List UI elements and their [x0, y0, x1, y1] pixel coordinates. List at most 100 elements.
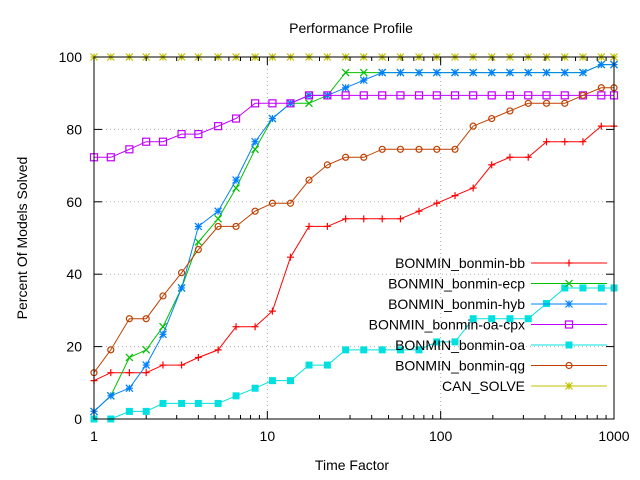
legend-label: BONMIN_bonmin-bb: [395, 255, 525, 271]
data-point: [142, 407, 150, 415]
data-point: [565, 341, 573, 349]
data-point: [342, 153, 350, 161]
data-point: [396, 68, 405, 77]
data-point: [506, 68, 514, 77]
data-point: [579, 68, 587, 77]
data-point: [396, 346, 404, 354]
plot-frame: [93, 56, 615, 420]
data-point: [107, 346, 115, 354]
data-point: [342, 215, 350, 223]
x-axis-label: Time Factor: [315, 457, 389, 473]
data-point: [560, 91, 569, 100]
chart-title: Performance Profile: [289, 20, 413, 36]
data-point: [142, 315, 150, 323]
data-point: [251, 137, 260, 146]
x-tick-label: 1000: [598, 428, 629, 444]
data-point: [159, 361, 167, 369]
data-point: [142, 361, 151, 369]
data-point: [194, 238, 203, 246]
legend-label: BONMIN_bonmin-oa-cpx: [369, 317, 525, 333]
data-point: [194, 222, 203, 231]
series-BONMIN_bonmin-qg: [90, 84, 618, 377]
y-tick-label: 0: [74, 411, 82, 427]
data-point: [178, 399, 186, 407]
data-point: [125, 315, 133, 323]
series-BONMIN_bonmin-oa: [90, 284, 618, 423]
data-point: [450, 91, 460, 100]
data-point: [488, 114, 496, 123]
data-point: [579, 91, 587, 99]
data-point: [415, 145, 423, 153]
data-point: [487, 91, 496, 100]
grid: [94, 57, 614, 419]
axis-ticks: 1 10 100 1000 0 20 40 60 80 100: [59, 49, 630, 444]
data-point: [564, 320, 574, 329]
x-tick-label: 100: [429, 428, 453, 444]
data-point: [506, 107, 514, 115]
data-point: [251, 323, 259, 331]
data-point: [359, 91, 368, 100]
data-point: [396, 145, 405, 153]
data-point: [214, 346, 222, 354]
data-point: [125, 353, 134, 362]
data-point: [360, 153, 368, 161]
data-point: [359, 68, 368, 77]
data-point: [432, 68, 441, 77]
data-point: [469, 91, 478, 100]
data-point: [597, 60, 606, 69]
data-point: [341, 83, 350, 92]
data-point: [159, 330, 167, 339]
data-point: [488, 315, 496, 323]
y-tick-label: 40: [66, 266, 82, 282]
legend: BONMIN_bonmin-bb BONMIN_bonmin-ecp BONMIN_…: [369, 255, 607, 394]
data-point: [286, 99, 295, 108]
data-point: [524, 99, 532, 107]
data-point: [378, 215, 386, 223]
data-point: [542, 68, 551, 77]
data-point: [565, 361, 573, 370]
data-point: [378, 346, 386, 354]
data-point: [342, 346, 350, 354]
data-point: [579, 138, 587, 146]
data-point: [561, 138, 569, 146]
legend-label: BONMIN_bonmin-oa: [395, 337, 525, 353]
data-point: [286, 199, 295, 207]
data-point: [488, 161, 496, 169]
data-point: [597, 91, 606, 100]
data-point: [565, 300, 573, 308]
data-point: [414, 91, 424, 100]
data-point: [232, 222, 240, 231]
data-point: [268, 199, 277, 207]
series-BONMIN_bonmin-ecp: [90, 60, 618, 416]
data-point: [268, 99, 277, 108]
data-point: [178, 361, 186, 369]
data-point: [159, 399, 167, 407]
data-point: [469, 315, 477, 323]
y-axis-label: Percent Of Models Solved: [14, 157, 30, 320]
data-point: [359, 76, 368, 85]
x-tick-label: 1: [90, 428, 98, 444]
data-point: [451, 68, 459, 77]
data-point: [378, 145, 386, 153]
data-point: [177, 269, 186, 277]
data-point: [469, 122, 477, 130]
data-point: [487, 68, 496, 77]
data-point: [305, 99, 313, 108]
data-point: [323, 91, 332, 100]
data-point: [106, 391, 115, 400]
data-point: [524, 91, 533, 100]
data-point: [565, 382, 573, 390]
data-point: [341, 68, 350, 77]
data-point: [341, 91, 350, 100]
data-point: [524, 315, 532, 323]
data-point: [125, 384, 134, 393]
data-point: [106, 153, 115, 162]
legend-label: BONMIN_bonmin-ecp: [388, 276, 525, 292]
data-point: [194, 399, 202, 407]
data-point: [214, 122, 223, 131]
data-point: [561, 99, 569, 107]
data-point: [323, 222, 331, 230]
data-point: [415, 207, 423, 215]
data-point: [561, 284, 569, 292]
data-point: [194, 353, 202, 361]
